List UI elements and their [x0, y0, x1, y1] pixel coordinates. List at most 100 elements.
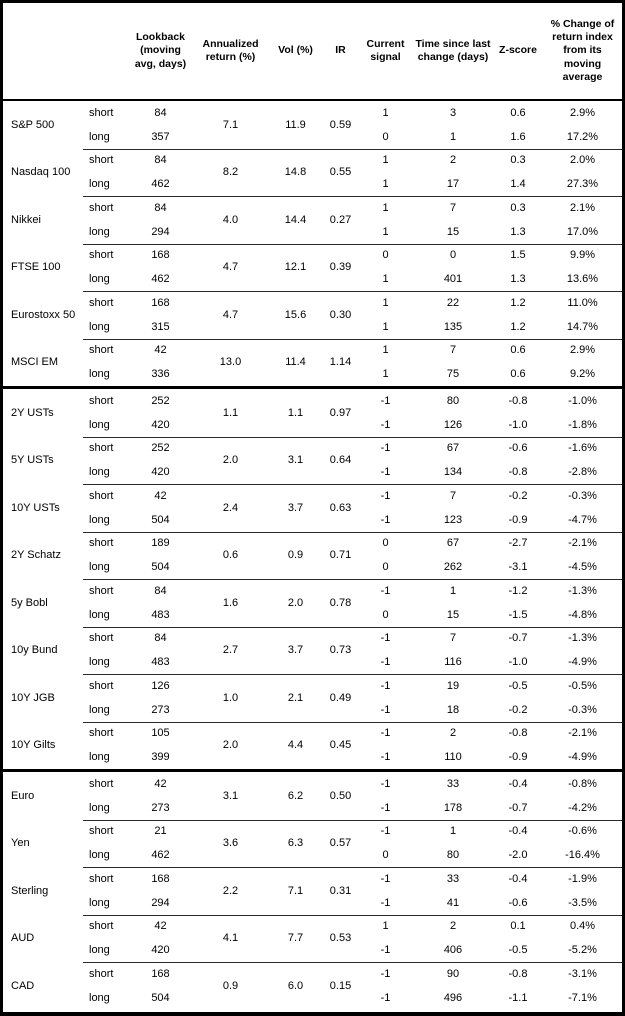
pct-change-long-value: -3.5%	[568, 896, 597, 909]
asset-name: Nasdaq 100	[11, 166, 71, 179]
current-signal-long-value: 1	[382, 320, 389, 333]
asset-name: 10Y USTs	[11, 501, 60, 514]
time-since-short-value: 7	[449, 489, 457, 502]
current-signal-long-value: -1	[380, 751, 391, 764]
zscore-short-value: 0.3	[510, 201, 526, 214]
pct-change-short-value: -3.1%	[568, 967, 597, 980]
pct-change-short-value: -1.0%	[568, 394, 597, 407]
time-since-long-value: 123	[443, 513, 463, 526]
zscore-long-value: -3.1	[508, 561, 528, 574]
current-signal-long-value: -1	[380, 801, 391, 814]
annualized-return-value: 4.0	[222, 213, 239, 226]
pct-change-short-value: -0.5%	[568, 679, 597, 692]
pct-change-short-value: 11.0%	[567, 296, 598, 309]
zscore-short-value: 1.5	[510, 249, 526, 262]
vol-value: 11.9	[285, 118, 306, 131]
lookback-long-value: 294	[151, 896, 170, 909]
time-since-short-value: 33	[446, 777, 460, 790]
lookback-long-value: 273	[151, 703, 170, 716]
pct-change-short-value: -1.9%	[568, 872, 597, 885]
time-since-long-value: 135	[443, 320, 463, 333]
vol-value: 14.8	[284, 166, 307, 179]
lookback-long-value: 483	[151, 608, 170, 621]
zscore-short-value: -0.8	[508, 967, 528, 980]
asset-group-fx: Euro short long 42 273 3.1 6.2 0.50 -1 -…	[3, 769, 622, 1010]
pct-change-short-value: 0.4%	[569, 920, 596, 933]
time-since-long-value: 18	[446, 703, 460, 716]
current-signal-short-value: -1	[380, 442, 391, 455]
lookback-short-value: 252	[151, 394, 170, 407]
current-signal-short-value: -1	[380, 632, 391, 645]
pct-change-long-value: -2.8%	[568, 466, 597, 479]
current-signal-short-value: -1	[380, 872, 391, 885]
asset-block: Eurostoxx 50 short long 168 315 4.7 15.6…	[3, 291, 622, 339]
leg-label-long: long	[89, 513, 110, 526]
zscore-short-value: -2.7	[508, 537, 528, 550]
current-signal-short-value: 1	[382, 920, 389, 933]
zscore-long-value: -0.7	[508, 801, 528, 814]
zscore-long-value: -0.8	[508, 466, 528, 479]
current-signal-long-value: 0	[382, 561, 389, 574]
zscore-short-value: -0.2	[508, 489, 528, 502]
asset-block: Euro short long 42 273 3.1 6.2 0.50 -1 -…	[3, 772, 622, 820]
time-since-short-value: 7	[449, 344, 457, 357]
lookback-long-value: 336	[151, 368, 170, 381]
time-since-short-value: 1	[449, 825, 457, 838]
ir-value: 0.57	[329, 837, 352, 850]
pct-change-long-value: 14.7%	[566, 320, 599, 333]
time-since-long-value: 496	[443, 991, 463, 1004]
ir-value: 0.73	[329, 644, 352, 657]
leg-label-long: long	[89, 561, 110, 574]
zscore-long-value: 1.3	[510, 273, 526, 286]
zscore-long-value: -0.6	[508, 896, 528, 909]
asset-name: Euro	[11, 789, 35, 802]
asset-block: 2Y USTs short long 252 420 1.1 1.1 0.97 …	[3, 389, 622, 437]
asset-block: 10Y Gilts short long 105 399 2.0 4.4 0.4…	[3, 721, 622, 770]
annualized-return-value: 1.0	[222, 691, 239, 704]
time-since-short-value: 67	[446, 442, 460, 455]
time-since-long-value: 134	[443, 466, 463, 479]
pct-change-long-value: -16.4%	[565, 849, 600, 862]
zscore-short-value: 0.3	[510, 154, 526, 167]
current-signal-long-value: -1	[380, 703, 391, 716]
lookback-short-value: 168	[151, 872, 170, 885]
leg-label-short: short	[89, 296, 114, 309]
leg-label-short: short	[89, 872, 114, 885]
lookback-long-value: 420	[151, 944, 170, 957]
time-since-long-value: 15	[446, 608, 460, 621]
asset-block: 10Y JGB short long 126 273 1.0 2.1 0.49 …	[3, 674, 622, 722]
annualized-return-value: 8.2	[222, 166, 239, 179]
header-vol: Vol (%)	[278, 44, 313, 57]
vol-value: 6.2	[287, 789, 304, 802]
table-body: S&P 500 short long 84 357 7.1 11.9 0.59 …	[3, 101, 622, 1010]
annualized-return-value: 2.0	[222, 454, 239, 467]
asset-block: 5Y USTs short long 252 420 2.0 3.1 0.64 …	[3, 436, 622, 485]
asset-block: AUD short long 42 420 4.1 7.7 0.53 1 -1 …	[3, 914, 622, 963]
asset-name: CAD	[11, 979, 35, 992]
time-since-long-value: 17	[446, 178, 460, 191]
asset-name: Nikkei	[11, 213, 41, 226]
zscore-short-value: 0.6	[510, 344, 526, 357]
zscore-long-value: -1.0	[508, 656, 528, 669]
zscore-short-value: -1.2	[508, 584, 528, 597]
annualized-return-value: 0.6	[222, 549, 239, 562]
asset-name: 2Y Schatz	[11, 549, 61, 562]
vol-value: 2.0	[287, 596, 304, 609]
header-ir: IR	[335, 44, 346, 57]
pct-change-long-value: 13.6%	[566, 273, 599, 286]
lookback-long-value: 420	[151, 418, 170, 431]
pct-change-short-value: 2.0%	[569, 154, 596, 167]
pct-change-long-value: -1.8%	[568, 418, 597, 431]
lookback-short-value: 189	[151, 537, 170, 550]
leg-label-short: short	[89, 920, 114, 933]
time-since-long-value: 41	[446, 896, 460, 909]
time-since-long-value: 80	[446, 849, 460, 862]
current-signal-short-value: 0	[382, 537, 389, 550]
zscore-short-value: 1.2	[510, 296, 526, 309]
annualized-return-value: 13.0	[219, 356, 242, 369]
current-signal-long-value: 0	[382, 130, 389, 143]
ir-value: 0.71	[329, 549, 352, 562]
leg-label-long: long	[89, 991, 110, 1004]
current-signal-short-value: 1	[382, 154, 389, 167]
